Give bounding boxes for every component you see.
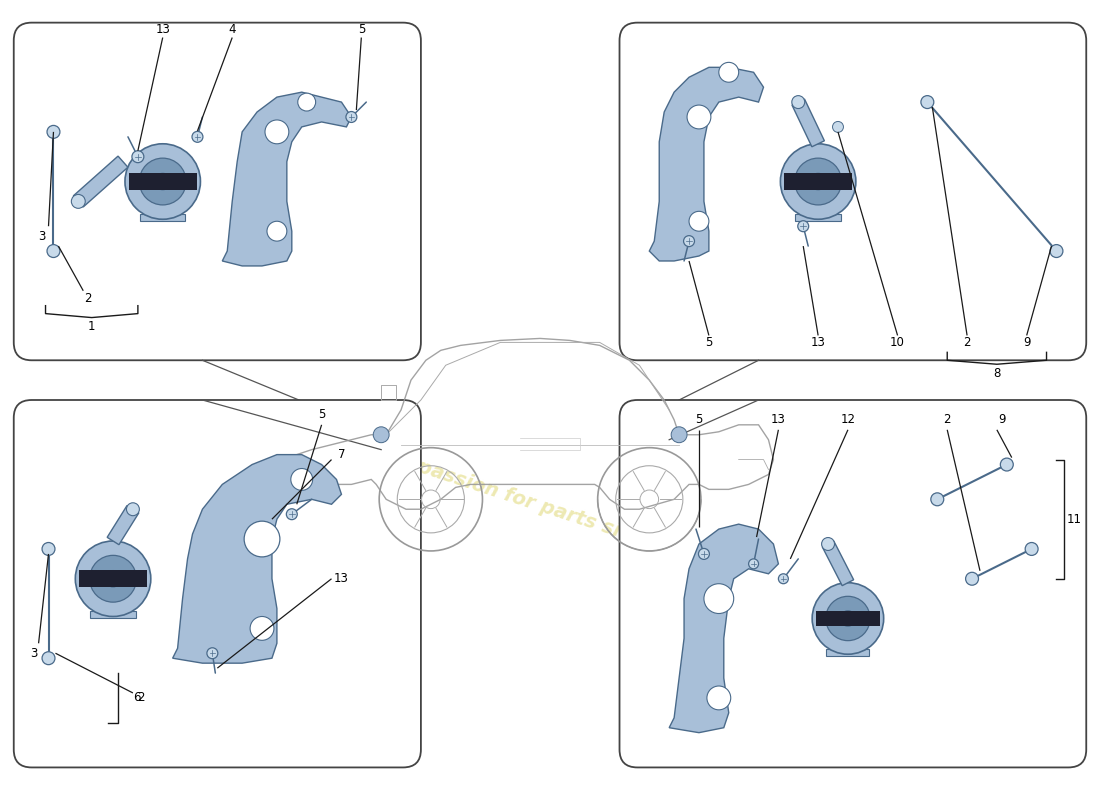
Circle shape	[132, 150, 144, 162]
Circle shape	[826, 596, 870, 641]
Circle shape	[812, 582, 883, 654]
Text: 1: 1	[88, 320, 96, 333]
Circle shape	[794, 158, 842, 205]
Circle shape	[244, 521, 279, 557]
Bar	[816, 610, 880, 626]
Text: 6: 6	[133, 691, 141, 705]
Circle shape	[688, 105, 711, 129]
Circle shape	[931, 493, 944, 506]
Circle shape	[42, 542, 55, 555]
Circle shape	[207, 648, 218, 658]
Circle shape	[42, 652, 55, 665]
Circle shape	[921, 96, 934, 109]
Text: 5: 5	[358, 23, 365, 36]
Circle shape	[671, 427, 688, 442]
Text: a passion for parts site: a passion for parts site	[396, 451, 645, 548]
Circle shape	[75, 541, 151, 617]
Circle shape	[707, 686, 730, 710]
Circle shape	[689, 211, 708, 231]
Circle shape	[683, 236, 694, 246]
Polygon shape	[222, 92, 351, 266]
Circle shape	[250, 617, 274, 640]
Text: 2: 2	[964, 336, 971, 349]
Bar	[795, 214, 840, 221]
Circle shape	[1025, 542, 1038, 555]
FancyBboxPatch shape	[619, 400, 1087, 767]
Text: 2: 2	[944, 414, 952, 426]
Circle shape	[125, 144, 200, 219]
FancyBboxPatch shape	[14, 22, 421, 360]
Circle shape	[373, 427, 389, 442]
Polygon shape	[823, 541, 854, 586]
Polygon shape	[792, 99, 824, 146]
Polygon shape	[649, 67, 763, 261]
Circle shape	[780, 144, 856, 219]
Circle shape	[1050, 245, 1063, 258]
Text: 8: 8	[993, 366, 1001, 380]
Circle shape	[72, 194, 86, 208]
Circle shape	[265, 120, 289, 144]
Text: 5: 5	[318, 408, 326, 422]
Bar	[90, 611, 135, 618]
Polygon shape	[173, 454, 341, 663]
Polygon shape	[107, 506, 139, 545]
Bar	[784, 174, 852, 190]
Circle shape	[822, 538, 835, 550]
Circle shape	[267, 222, 287, 241]
Circle shape	[704, 584, 734, 614]
Circle shape	[779, 574, 789, 584]
Text: 11: 11	[1067, 513, 1081, 526]
Text: 9: 9	[1023, 336, 1031, 349]
Text: 9: 9	[998, 414, 1005, 426]
Circle shape	[718, 62, 739, 82]
Circle shape	[104, 570, 121, 587]
Circle shape	[698, 549, 710, 559]
Text: 4: 4	[229, 23, 236, 36]
Circle shape	[833, 122, 844, 132]
Circle shape	[290, 469, 312, 490]
Circle shape	[192, 131, 202, 142]
FancyBboxPatch shape	[14, 400, 421, 767]
Text: 3: 3	[37, 230, 45, 242]
Circle shape	[47, 126, 59, 138]
Text: 5: 5	[695, 414, 703, 426]
Bar	[140, 214, 186, 221]
Text: GTSparts
1985: GTSparts 1985	[1012, 42, 1076, 70]
Circle shape	[47, 245, 59, 258]
Text: 13: 13	[811, 336, 826, 349]
Circle shape	[792, 96, 805, 109]
Text: 13: 13	[771, 414, 785, 426]
Circle shape	[840, 610, 856, 626]
Circle shape	[154, 174, 170, 190]
Circle shape	[345, 111, 356, 122]
Text: 13: 13	[155, 23, 170, 36]
Circle shape	[126, 502, 140, 516]
Circle shape	[798, 221, 808, 232]
Text: 2: 2	[85, 292, 92, 306]
Circle shape	[1000, 458, 1013, 471]
Circle shape	[749, 559, 759, 569]
Circle shape	[966, 572, 979, 586]
Text: 7: 7	[338, 448, 345, 461]
Bar	[129, 174, 197, 190]
FancyBboxPatch shape	[619, 22, 1087, 360]
Circle shape	[810, 174, 826, 190]
Text: 12: 12	[840, 414, 856, 426]
Circle shape	[90, 555, 136, 602]
Polygon shape	[669, 524, 779, 733]
Polygon shape	[74, 156, 128, 207]
Circle shape	[298, 93, 316, 111]
Circle shape	[140, 158, 186, 205]
Text: 10: 10	[890, 336, 905, 349]
Text: 13: 13	[334, 572, 349, 586]
Text: 5: 5	[705, 336, 713, 349]
Text: 3: 3	[30, 646, 37, 660]
Bar	[826, 649, 869, 656]
Circle shape	[286, 509, 297, 520]
Text: 2: 2	[138, 691, 144, 705]
Bar	[79, 570, 147, 587]
